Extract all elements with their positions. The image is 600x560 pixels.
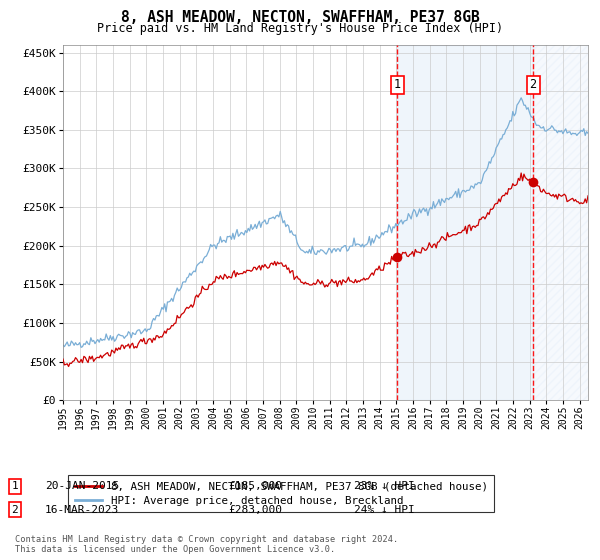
Text: £185,000: £185,000 <box>228 481 282 491</box>
Text: 24% ↓ HPI: 24% ↓ HPI <box>354 505 415 515</box>
Text: Price paid vs. HM Land Registry's House Price Index (HPI): Price paid vs. HM Land Registry's House … <box>97 22 503 35</box>
Text: 1: 1 <box>11 481 19 491</box>
Text: 2: 2 <box>11 505 19 515</box>
Text: 16-MAR-2023: 16-MAR-2023 <box>45 505 119 515</box>
Text: 2: 2 <box>530 78 537 91</box>
Text: 8, ASH MEADOW, NECTON, SWAFFHAM, PE37 8GB: 8, ASH MEADOW, NECTON, SWAFFHAM, PE37 8G… <box>121 10 479 25</box>
Text: 23% ↓ HPI: 23% ↓ HPI <box>354 481 415 491</box>
Bar <box>533 45 588 400</box>
Text: Contains HM Land Registry data © Crown copyright and database right 2024.
This d: Contains HM Land Registry data © Crown c… <box>15 535 398 554</box>
Legend: 8, ASH MEADOW, NECTON, SWAFFHAM, PE37 8GB (detached house), HPI: Average price, : 8, ASH MEADOW, NECTON, SWAFFHAM, PE37 8G… <box>68 475 494 512</box>
Text: £283,000: £283,000 <box>228 505 282 515</box>
Text: 1: 1 <box>394 78 401 91</box>
Text: 20-JAN-2015: 20-JAN-2015 <box>45 481 119 491</box>
Bar <box>397 45 533 400</box>
